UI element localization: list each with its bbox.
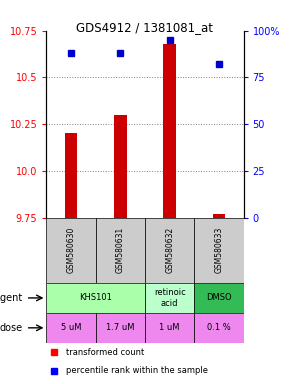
Bar [96, 313, 145, 343]
Text: 0.1 %: 0.1 % [207, 323, 231, 332]
Bar [46, 313, 96, 343]
Bar [145, 283, 194, 313]
Text: transformed count: transformed count [66, 348, 144, 357]
Bar [65, 134, 77, 218]
Text: agent: agent [0, 293, 23, 303]
Text: dose: dose [0, 323, 23, 333]
Bar [194, 218, 244, 283]
Text: GSM580632: GSM580632 [165, 227, 174, 273]
Bar [194, 283, 244, 313]
Text: percentile rank within the sample: percentile rank within the sample [66, 366, 208, 375]
Bar [164, 44, 176, 218]
Text: KHS101: KHS101 [79, 293, 112, 303]
Text: GSM580633: GSM580633 [214, 227, 224, 273]
Text: GSM580631: GSM580631 [116, 227, 125, 273]
Bar [114, 115, 126, 218]
Bar [145, 313, 194, 343]
Bar [145, 218, 194, 283]
Text: 1.7 uM: 1.7 uM [106, 323, 135, 332]
Text: retinoic
acid: retinoic acid [154, 288, 186, 308]
Text: GSM580630: GSM580630 [66, 227, 76, 273]
Text: 1 uM: 1 uM [160, 323, 180, 332]
Text: GDS4912 / 1381081_at: GDS4912 / 1381081_at [77, 21, 213, 34]
Text: DMSO: DMSO [206, 293, 232, 303]
Bar [96, 218, 145, 283]
Text: 5 uM: 5 uM [61, 323, 81, 332]
Bar [213, 214, 225, 218]
Bar [194, 313, 244, 343]
Bar [46, 218, 96, 283]
Bar [46, 283, 145, 313]
